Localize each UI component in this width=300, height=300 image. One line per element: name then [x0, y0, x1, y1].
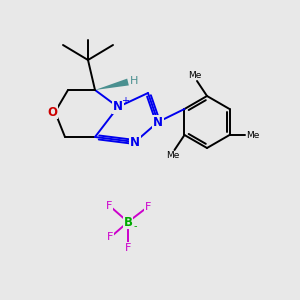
- Text: F: F: [145, 202, 151, 212]
- Text: N: N: [153, 116, 163, 128]
- Text: B: B: [124, 215, 133, 229]
- Text: O: O: [47, 106, 57, 118]
- Text: F: F: [107, 232, 113, 242]
- Text: Me: Me: [188, 71, 202, 80]
- Text: N: N: [113, 100, 123, 113]
- Text: Me: Me: [166, 152, 179, 160]
- Text: Me: Me: [246, 130, 259, 140]
- Polygon shape: [95, 79, 129, 90]
- Text: F: F: [106, 201, 112, 211]
- Text: +: +: [121, 96, 129, 106]
- Text: F: F: [125, 243, 131, 253]
- Text: -: -: [133, 221, 137, 231]
- Text: N: N: [130, 136, 140, 148]
- Text: H: H: [130, 76, 138, 86]
